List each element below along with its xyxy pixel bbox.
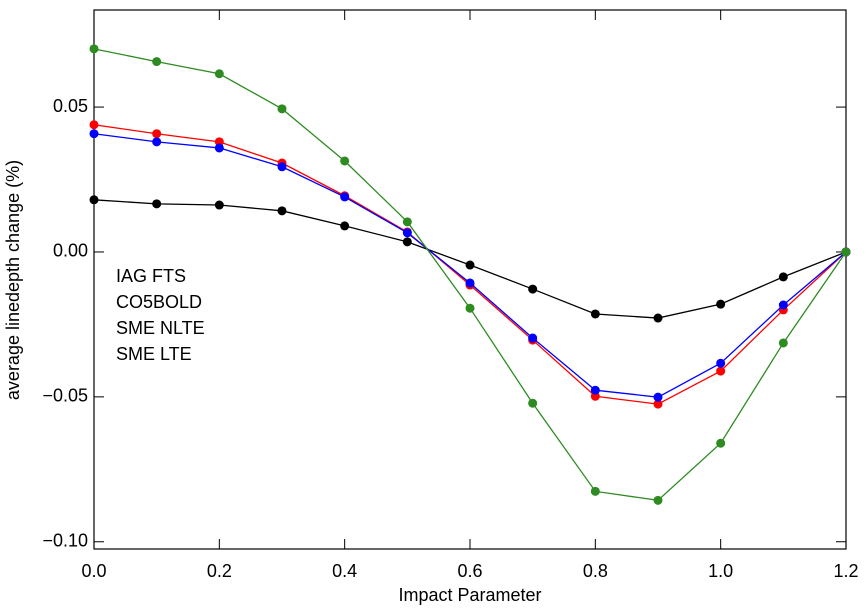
data-point — [778, 272, 788, 282]
data-point — [465, 260, 475, 270]
data-point — [89, 120, 99, 130]
data-point — [653, 313, 663, 323]
x-tick-label: 0.4 — [332, 561, 357, 581]
y-tick-label: 0.00 — [53, 241, 88, 261]
data-point — [465, 278, 475, 288]
data-point — [152, 129, 162, 139]
y-axis-label: average linedepth change (%) — [3, 160, 23, 400]
data-point — [590, 385, 600, 395]
data-point — [653, 399, 663, 409]
data-point — [402, 217, 412, 227]
x-tick-label: 1.0 — [708, 561, 733, 581]
data-point — [716, 358, 726, 368]
data-point — [465, 303, 475, 313]
data-point — [89, 195, 99, 205]
x-tick-label: 0.6 — [457, 561, 482, 581]
data-point — [277, 104, 287, 114]
x-tick-label: 0.0 — [81, 561, 106, 581]
x-axis-label: Impact Parameter — [398, 585, 541, 605]
data-point — [152, 57, 162, 67]
data-point — [89, 129, 99, 139]
series-line — [93, 48, 847, 502]
data-point — [277, 206, 287, 216]
data-point — [340, 192, 350, 202]
data-point — [590, 309, 600, 319]
data-point — [152, 137, 162, 147]
data-point — [214, 200, 224, 210]
series-line — [93, 199, 847, 319]
data-point — [841, 247, 851, 257]
data-point — [528, 333, 538, 343]
data-point — [89, 44, 99, 54]
legend-entry: IAG FTS — [116, 266, 186, 286]
x-tick-label: 0.2 — [207, 561, 232, 581]
data-point — [716, 299, 726, 309]
y-tick-label: −0.05 — [42, 386, 88, 406]
data-point — [528, 398, 538, 408]
data-point — [653, 495, 663, 505]
data-point — [402, 228, 412, 238]
data-point — [778, 338, 788, 348]
data-point — [340, 156, 350, 166]
data-point — [653, 392, 663, 402]
legend-entry: CO5BOLD — [116, 292, 202, 312]
data-point — [590, 486, 600, 496]
data-point — [778, 300, 788, 310]
data-point — [402, 237, 412, 247]
x-tick-label: 1.2 — [833, 561, 858, 581]
data-point — [277, 162, 287, 172]
data-point — [214, 69, 224, 79]
data-point — [716, 366, 726, 376]
data-point — [716, 438, 726, 448]
legend-entry: SME LTE — [116, 344, 192, 364]
x-tick-label: 0.8 — [583, 561, 608, 581]
y-tick-label: −0.10 — [42, 531, 88, 551]
data-point — [528, 284, 538, 294]
data-point — [214, 143, 224, 153]
y-tick-label: 0.05 — [53, 96, 88, 116]
legend-entry: SME NLTE — [116, 318, 205, 338]
data-point — [340, 221, 350, 231]
data-point — [152, 199, 162, 209]
